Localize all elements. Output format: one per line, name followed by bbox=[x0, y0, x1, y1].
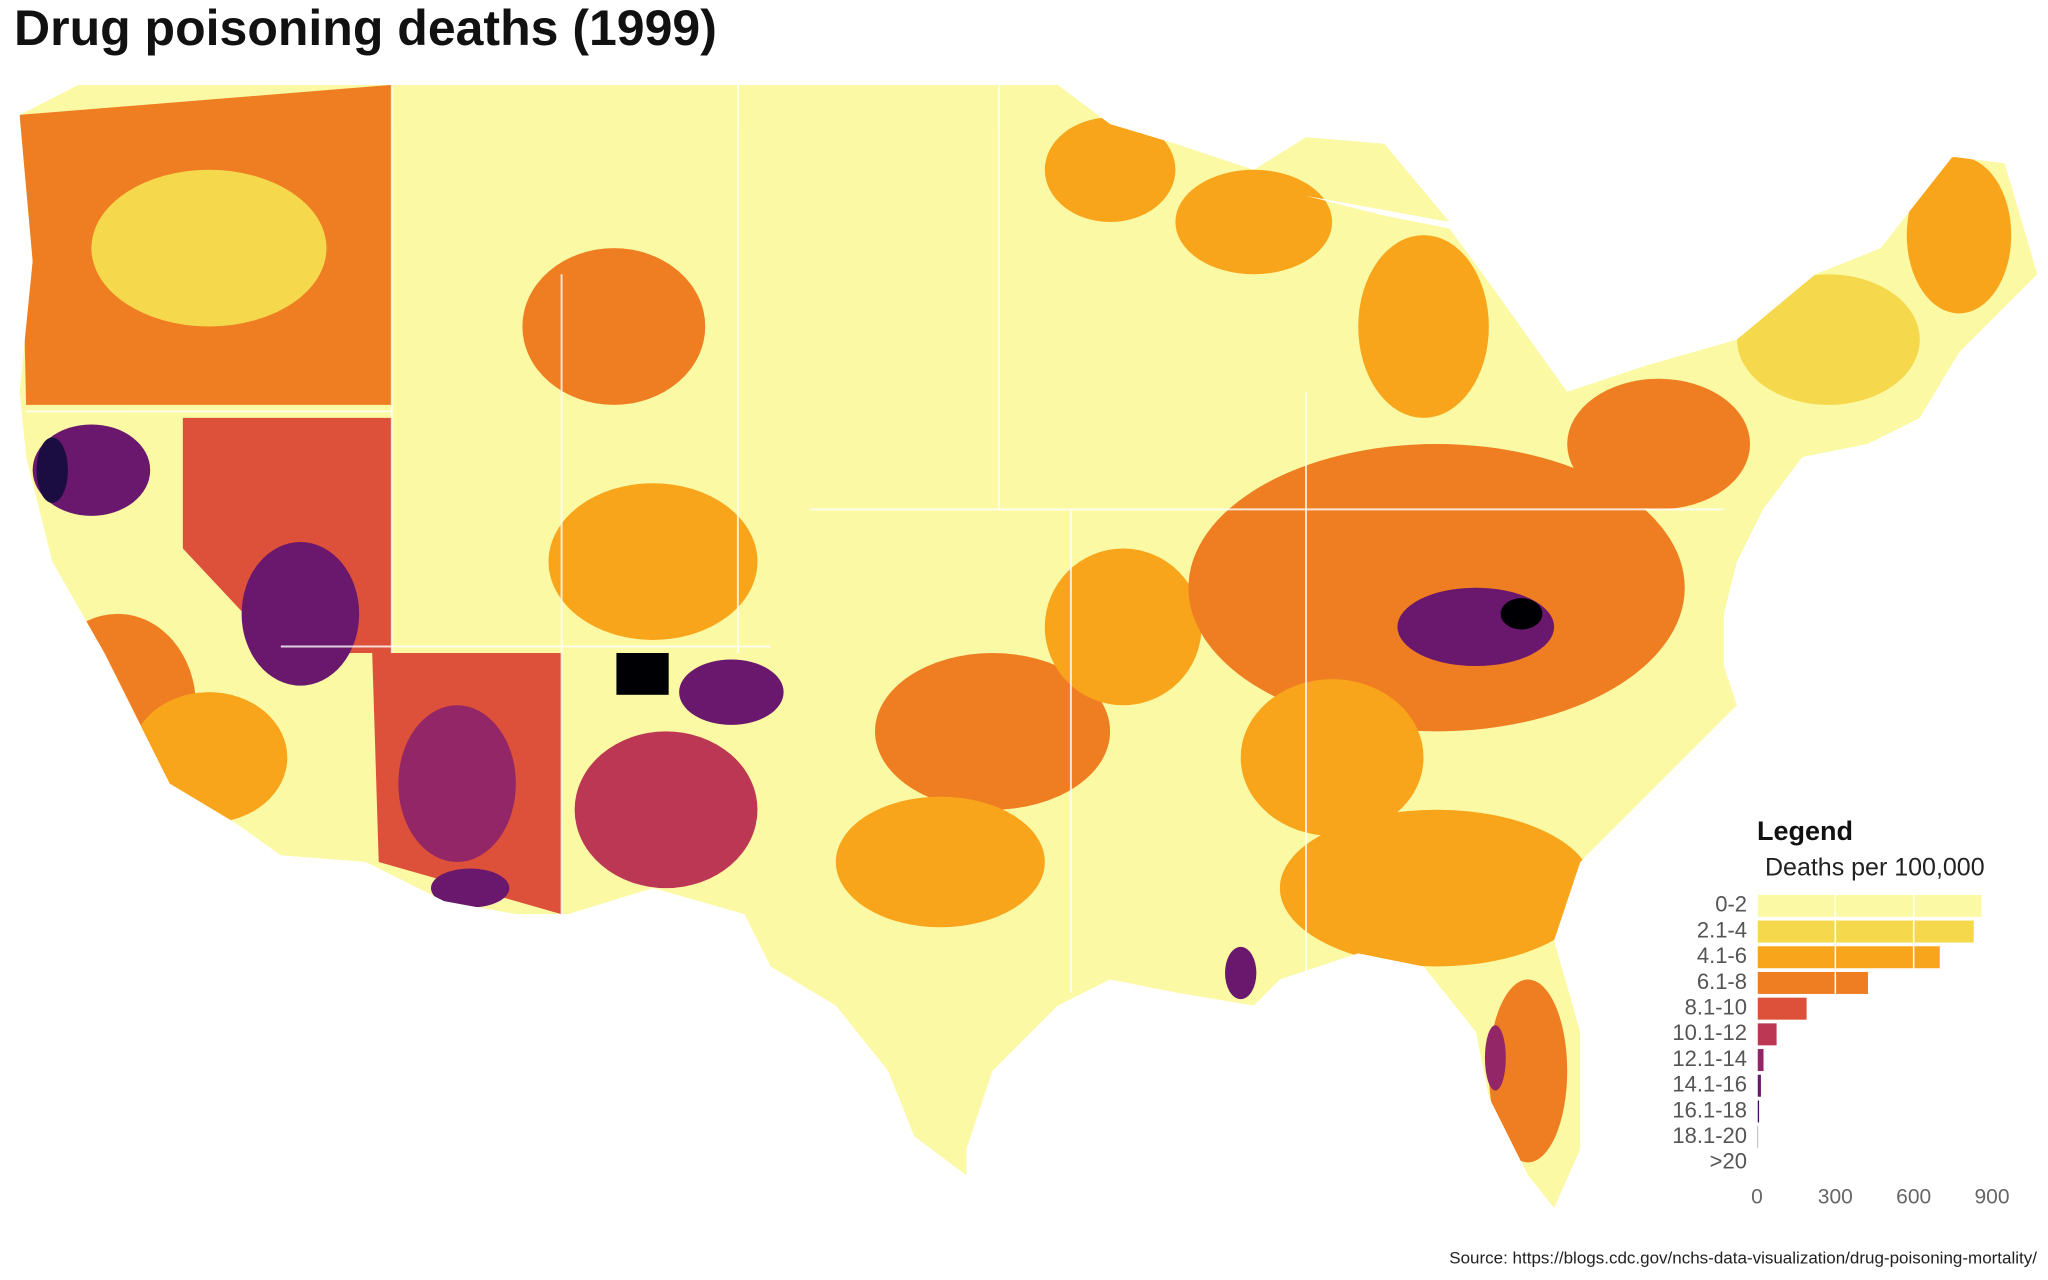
legend-bar bbox=[1757, 997, 1807, 1020]
map-title: Drug poisoning deaths (1999) bbox=[14, 0, 717, 56]
legend-bar bbox=[1757, 971, 1868, 994]
county-patch bbox=[1188, 444, 1685, 732]
legend-label: 2.1-4 bbox=[1697, 917, 1747, 942]
county-patch bbox=[430, 868, 510, 908]
us-map bbox=[19, 84, 2038, 1209]
county-patch bbox=[1044, 117, 1176, 223]
county-patch bbox=[1500, 598, 1543, 630]
legend-label: 12.1-14 bbox=[1672, 1046, 1747, 1071]
x-tick-label: 300 bbox=[1818, 1186, 1853, 1209]
county-patch bbox=[1279, 809, 1594, 967]
county-patch bbox=[241, 541, 360, 686]
legend-label: 16.1-18 bbox=[1672, 1097, 1747, 1122]
county-patch bbox=[1240, 679, 1424, 836]
county-patch bbox=[1358, 235, 1489, 418]
county-patch bbox=[548, 483, 758, 640]
legend-bar bbox=[1757, 1023, 1777, 1046]
county-patch bbox=[398, 705, 516, 862]
legend-label: 0-2 bbox=[1715, 892, 1747, 917]
legend-bar bbox=[1757, 1100, 1760, 1123]
legend-label: 4.1-6 bbox=[1697, 943, 1747, 968]
county-patch bbox=[130, 692, 288, 823]
county-patch bbox=[522, 248, 706, 405]
legend-bar bbox=[1757, 946, 1940, 969]
county-patch bbox=[835, 796, 1045, 928]
county-patch bbox=[616, 653, 669, 695]
legend-label: 6.1-8 bbox=[1697, 969, 1747, 994]
county-patch bbox=[1484, 1025, 1506, 1091]
county-patch bbox=[574, 731, 758, 889]
county-patch bbox=[875, 653, 1111, 810]
county-patch bbox=[1175, 169, 1333, 275]
county-patch bbox=[1906, 156, 2012, 314]
county-patch bbox=[1488, 979, 1568, 1163]
legend-subtitle: Deaths per 100,000 bbox=[1765, 854, 1985, 882]
x-tick-label: 600 bbox=[1896, 1186, 1931, 1209]
county-patch bbox=[1736, 274, 1920, 405]
legend-bar bbox=[1757, 1074, 1761, 1097]
county-patch bbox=[36, 437, 68, 503]
legend-label: 10.1-12 bbox=[1672, 1020, 1747, 1045]
county-patch bbox=[91, 169, 327, 327]
source-note: Source: https://blogs.cdc.gov/nchs-data-… bbox=[1449, 1248, 2037, 1267]
county-patch bbox=[1044, 548, 1202, 706]
legend-bar bbox=[1757, 920, 1974, 943]
legend-label: 18.1-20 bbox=[1672, 1123, 1747, 1148]
legend-bar bbox=[1757, 894, 1982, 917]
legend-label: 8.1-10 bbox=[1685, 994, 1747, 1019]
county-patch bbox=[679, 659, 784, 725]
x-tick-label: 900 bbox=[1974, 1186, 2009, 1209]
county-patch bbox=[1225, 946, 1257, 1000]
legend-title: Legend bbox=[1757, 816, 1853, 846]
county-fill bbox=[19, 84, 2038, 1209]
x-tick-label: 0 bbox=[1751, 1186, 1763, 1209]
legend-bar bbox=[1757, 1049, 1764, 1072]
county-patch bbox=[1567, 378, 1751, 510]
legend-label: 14.1-16 bbox=[1672, 1072, 1747, 1097]
legend-label: >20 bbox=[1710, 1149, 1747, 1174]
